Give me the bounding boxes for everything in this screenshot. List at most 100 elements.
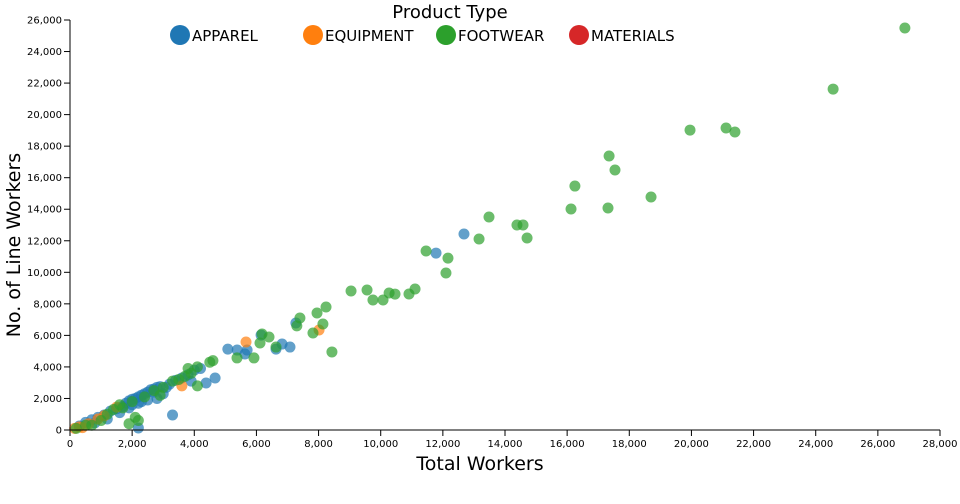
x-tick: 10,000 [363,430,398,450]
y-tick: 12,000 [27,236,70,247]
legend-item-footwear[interactable]: FOOTWEAR [436,25,544,45]
legend-label: FOOTWEAR [458,27,544,45]
point-footwear [899,22,911,34]
y-tick-label: 8,000 [33,299,62,310]
point-footwear [311,307,323,319]
point-footwear [345,285,357,297]
x-axis: 0 2,000 4,000 6,000 8,000 10,000 12,000 14,000 1… [67,429,958,450]
point-footwear [126,396,138,408]
y-tick-label: 24,000 [27,47,62,58]
points-layer [69,22,911,434]
y-tick: 6,000 [33,331,70,342]
point-footwear [132,415,144,427]
point-footwear [361,284,373,296]
y-tick-label: 16,000 [27,173,62,184]
y-tick-label: 6,000 [33,331,62,342]
y-tick-label: 22,000 [27,79,62,90]
point-footwear [603,150,615,162]
x-tick: 4,000 [180,430,209,450]
y-tick-label: 4,000 [33,362,62,373]
point-footwear [827,83,839,95]
point-footwear [191,380,203,392]
point-footwear [367,294,379,306]
y-tick: 14,000 [27,205,70,216]
point-footwear [473,233,485,245]
legend-swatch [303,25,323,45]
point-footwear [317,318,329,330]
x-tick-label: 18,000 [612,439,647,450]
point-footwear [602,202,614,214]
point-apparel [209,372,221,384]
point-footwear [326,346,338,358]
y-tick-label: 14,000 [27,205,62,216]
y-tick: 24,000 [27,47,70,58]
y-tick-label: 10,000 [27,268,62,279]
x-tick: 26,000 [860,430,895,450]
point-footwear [270,341,282,353]
x-tick-label: 20,000 [674,439,709,450]
point-apparel [430,247,442,259]
point-apparel [458,228,470,240]
x-tick: 14,000 [488,430,523,450]
point-apparel [222,343,234,355]
point-apparel [284,341,296,353]
point-footwear [248,352,260,364]
legend-label: APPAREL [192,27,259,45]
y-tick: 2,000 [33,394,70,405]
x-tick-label: 24,000 [798,439,833,450]
x-tick: 24,000 [798,430,833,450]
x-tick-label: 14,000 [488,439,523,450]
y-tick-label: 0 [56,426,62,437]
y-tick: 16,000 [27,173,70,184]
point-footwear [442,252,454,264]
point-footwear [521,232,533,244]
point-footwear [254,337,266,349]
y-tick-label: 2,000 [33,394,62,405]
point-footwear [440,267,452,279]
y-tick-label: 26,000 [27,16,62,27]
legend-swatch [436,25,456,45]
point-apparel [241,344,253,356]
point-footwear [191,361,203,373]
y-tick-label: 20,000 [27,110,62,121]
point-footwear [389,288,401,300]
x-tick-label: 22,000 [736,439,771,450]
point-footwear [609,164,621,176]
y-tick: 0 [56,426,70,437]
point-footwear [294,312,306,324]
x-tick: 22,000 [736,430,771,450]
point-footwear [320,301,332,313]
legend-item-materials[interactable]: MATERIALS [569,25,675,45]
x-tick: 2,000 [118,430,146,450]
point-footwear [307,327,319,339]
legend-swatch [569,25,589,45]
y-axis-label: No. of Line Workers [3,153,25,337]
x-tick-label: 12,000 [425,439,460,450]
point-footwear [117,402,129,414]
x-tick-label: 10,000 [363,439,398,450]
legend-item-equipment[interactable]: EQUIPMENT [303,25,414,45]
point-footwear [157,381,169,393]
legend-item-apparel[interactable]: APPAREL [170,25,259,45]
y-tick: 4,000 [33,362,70,373]
x-tick: 12,000 [425,430,460,450]
x-axis-label: Total Workers [415,453,543,475]
x-tick-label: 8,000 [304,439,333,450]
y-tick-label: 12,000 [27,236,62,247]
point-equipment [240,336,252,348]
y-tick: 8,000 [33,299,70,310]
x-tick: 18,000 [612,430,647,450]
y-tick: 18,000 [27,142,70,153]
point-footwear [409,283,421,295]
y-tick-label: 18,000 [27,142,62,153]
y-tick: 26,000 [27,16,70,27]
point-footwear [684,124,696,136]
point-footwear [86,419,98,431]
y-tick: 20,000 [27,110,70,121]
point-footwear [569,180,581,192]
point-footwear [483,211,495,223]
point-apparel [200,377,212,389]
point-footwear [70,422,82,434]
legend-label: MATERIALS [591,27,675,45]
